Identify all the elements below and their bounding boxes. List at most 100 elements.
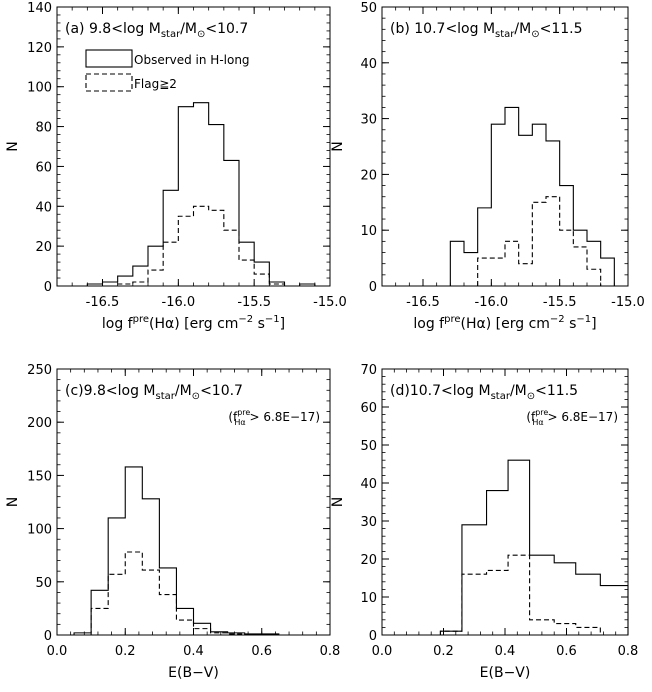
y-tick-label: 40 xyxy=(35,200,52,215)
x-tick-label: 0.0 xyxy=(372,644,393,659)
panel-c: 0.0 0.2 0.4 0.6 0.8 0 50 100 150 200 250 N E(B−V) (c)… xyxy=(5,363,340,681)
y-tick-label: 0 xyxy=(369,629,377,644)
panel-d: 0.0 0.2 0.4 0.6 0.8 0 10 20 30 40 50 60 70 N E(B−V) (d)… xyxy=(330,363,638,681)
title-part: 10.7<log M xyxy=(410,383,491,399)
title-sub: ⊙ xyxy=(192,391,200,402)
x-axis-label: log fpre(Hα) [erg cm−2 s−1] xyxy=(413,314,596,332)
y-tick-label: 50 xyxy=(35,576,52,591)
panel-label: (a) xyxy=(65,21,89,37)
y-tick-label: 20 xyxy=(35,240,52,255)
x-axis-label: E(B−V) xyxy=(168,665,219,681)
y-tick-label: 100 xyxy=(27,81,52,96)
panel-label: (b) xyxy=(390,21,414,37)
x-label-sup: pre xyxy=(444,314,460,325)
x-label-part: log f xyxy=(102,316,134,332)
histogram-observed-solid xyxy=(86,102,330,287)
subtitle-part: (f xyxy=(228,410,238,424)
x-tick-label: 0.4 xyxy=(495,644,516,659)
y-tick-label: 120 xyxy=(27,41,52,56)
x-tick-label: 0.2 xyxy=(115,644,136,659)
panel-label: (c) xyxy=(65,383,84,399)
legend-dashed-label: Flag≧2 xyxy=(134,77,177,91)
axes-frame xyxy=(381,368,629,636)
y-tick-label: 0 xyxy=(44,629,52,644)
x-tick-label: 0.6 xyxy=(556,644,577,659)
subtitle-part: > 6.8E−17) xyxy=(544,410,618,424)
x-axis-label: log fpre(Hα) [erg cm−2 s−1] xyxy=(102,314,285,332)
panel-title: (d)10.7<log Mstar/M⊙<11.5 xyxy=(390,383,578,402)
axes-frame xyxy=(56,368,331,636)
title-sub: ⊙ xyxy=(197,29,205,40)
x-label-part: ] xyxy=(280,316,285,332)
histogram-observed-solid xyxy=(73,466,313,636)
title-part: 10.7<log M xyxy=(414,21,495,37)
x-label-part: s xyxy=(253,316,265,332)
y-tick-label: 10 xyxy=(360,224,377,239)
x-tick-label: -15.5 xyxy=(237,295,271,310)
y-tick-label: 70 xyxy=(360,363,377,378)
axes-frame xyxy=(381,6,629,287)
title-part: 9.8<log M xyxy=(84,383,156,399)
y-tick-label: 150 xyxy=(27,469,52,484)
histogram-flag-dashed xyxy=(439,554,601,635)
y-tick-label: 50 xyxy=(360,1,377,16)
y-tick-label: 30 xyxy=(360,515,377,530)
y-tick-label: 60 xyxy=(35,160,52,175)
x-tick-label: 0.0 xyxy=(47,644,68,659)
x-tick-label: -16.5 xyxy=(406,295,440,310)
y-tick-label: 250 xyxy=(27,363,52,378)
histogram-flag-dashed xyxy=(87,205,330,287)
x-label-sup: −1 xyxy=(576,314,591,325)
y-tick-label: 0 xyxy=(44,280,52,295)
x-tick-label: -15.5 xyxy=(543,295,577,310)
title-part: <10.7 xyxy=(200,383,243,399)
y-axis-label: N xyxy=(330,497,346,507)
panel-subtitle: (fpre Hα > 6.8E−17) xyxy=(228,408,320,427)
panel-subtitle: (fpre Hα > 6.8E−17) xyxy=(526,408,618,427)
title-part: <10.7 xyxy=(205,21,248,37)
x-tick-label: -16.5 xyxy=(86,295,120,310)
x-tick-label: 0.4 xyxy=(183,644,204,659)
x-label-sup: −2 xyxy=(238,314,253,325)
x-label-sup: pre xyxy=(133,314,149,325)
subtitle-part: (f xyxy=(526,410,536,424)
title-part: 9.8<log M xyxy=(89,21,161,37)
y-tick-label: 200 xyxy=(27,416,52,431)
y-tick-label: 20 xyxy=(360,168,377,183)
subtitle-sup: pre xyxy=(237,408,250,417)
x-tick-label: -15.0 xyxy=(313,295,347,310)
legend-solid-swatch xyxy=(85,49,133,68)
panel-label: (d) xyxy=(390,383,410,399)
histogram-observed-solid xyxy=(439,459,629,635)
title-sub: star xyxy=(495,29,515,40)
x-label-sup: −1 xyxy=(265,314,280,325)
x-label-part: s xyxy=(565,316,577,332)
y-axis-label: N xyxy=(5,497,21,507)
x-label-sup: −2 xyxy=(550,314,565,325)
legend-solid-label: Observed in H-long xyxy=(134,53,250,67)
y-tick-label: 40 xyxy=(360,477,377,492)
x-tick-label: 0.2 xyxy=(433,644,454,659)
subtitle-sub: Hα xyxy=(234,418,245,427)
x-tick-label: -15.0 xyxy=(611,295,645,310)
subtitle-sub: Hα xyxy=(532,418,543,427)
title-part: /M xyxy=(510,383,527,399)
x-label-greek: α xyxy=(165,316,174,332)
x-label-part: ] xyxy=(591,316,596,332)
legend: Observed in H-long Flag≧2 xyxy=(85,49,250,92)
title-part: <11.5 xyxy=(540,21,583,37)
title-part: <11.5 xyxy=(535,383,578,399)
y-tick-label: 80 xyxy=(35,121,52,136)
title-part: /M xyxy=(175,383,192,399)
y-tick-label: 0 xyxy=(369,280,377,295)
panel-title: (a) 9.8<log Mstar/M⊙<10.7 xyxy=(65,21,248,40)
x-label-part: (H xyxy=(461,316,477,332)
y-tick-label: 50 xyxy=(360,439,377,454)
x-label-greek: α xyxy=(477,316,486,332)
title-sub: ⊙ xyxy=(527,391,535,402)
legend-dashed-swatch xyxy=(85,73,133,92)
y-tick-label: 140 xyxy=(27,1,52,16)
y-axis-label: N xyxy=(330,141,346,151)
